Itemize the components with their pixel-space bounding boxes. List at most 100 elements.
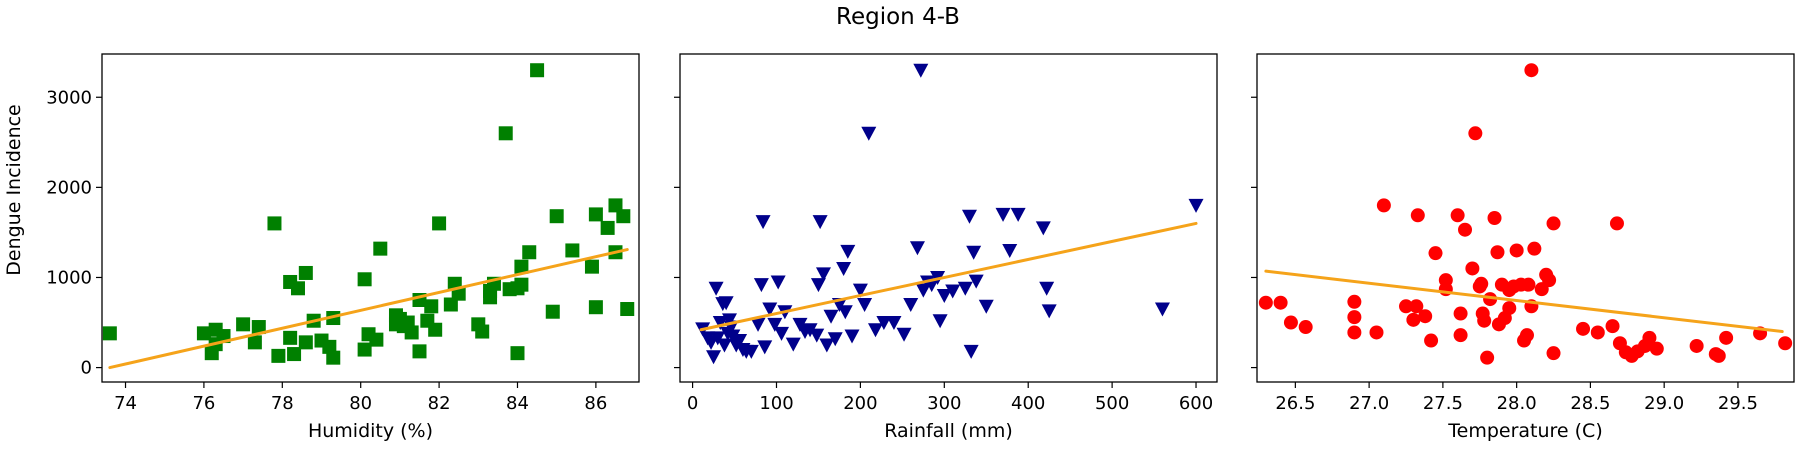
data-point [767,317,783,332]
data-point [1298,320,1313,335]
data-point [827,332,843,347]
data-point [584,259,599,274]
data-point [565,243,580,258]
data-point [1605,319,1620,334]
data-point [718,296,734,311]
data-point [1376,198,1391,213]
data-point [271,348,286,363]
data-point [1689,338,1704,353]
data-point [750,317,766,332]
data-point [755,215,771,230]
panel-1: 74 76 78 80 82 84 86 0 1000 2000 3000 Humidity (%) [46,53,640,442]
x-axis-label: Rainfall (mm) [884,420,1013,442]
data-point [1369,325,1384,340]
data-point [1527,241,1542,256]
y-tick-label: 0 [81,358,92,379]
data-point [1490,245,1505,260]
data-point [102,326,117,341]
data-point [1590,325,1605,340]
data-point [978,299,994,314]
data-point [792,317,808,332]
data-point [443,297,458,312]
points-3 [1258,63,1793,365]
data-point [1409,299,1424,314]
x-tick-label: 86 [584,393,607,414]
data-point [298,335,313,350]
data-point [945,284,961,299]
data-point [251,320,266,335]
data-point [722,313,738,328]
x-tick-label: 400 [1011,393,1045,414]
data-point [1474,276,1489,291]
data-point [968,274,984,289]
data-point [1546,216,1561,231]
data-point [608,198,623,213]
data-point [1450,208,1465,223]
x-tick-label: 28.5 [1570,393,1610,414]
data-point [283,330,298,345]
data-point [530,63,545,78]
data-point [762,302,778,317]
plot-frame [679,53,1218,383]
data-point [774,326,790,341]
data-point [1458,222,1473,237]
data-point [514,277,529,292]
data-point [840,244,856,259]
data-point [424,299,439,314]
data-point [510,346,525,361]
data-point [1039,281,1055,296]
data-point [1273,295,1288,310]
data-point [909,241,925,256]
data-point [1428,246,1443,261]
data-point [886,316,902,331]
data-point [1649,341,1664,356]
x-tick-label: 78 [271,393,294,414]
data-point [600,220,615,235]
x-tick-label: 100 [759,393,793,414]
data-point [743,344,759,359]
data-point [247,335,262,350]
data-point [267,216,282,231]
x-tick-label: 27.5 [1423,393,1463,414]
data-point [1509,243,1524,258]
data-point [913,63,929,78]
data-point [1406,312,1421,327]
data-point [1477,313,1492,328]
data-point [1519,328,1534,343]
data-point [708,281,724,296]
data-point [896,327,912,342]
data-point [1546,346,1561,361]
data-point [868,323,884,338]
x-axis-label: Humidity (%) [308,420,433,442]
data-point [1188,198,1204,213]
data-point [812,215,828,230]
data-point [995,207,1011,222]
data-point [404,325,419,340]
x-tick-label: 27.0 [1349,393,1389,414]
data-point [326,350,341,365]
data-point [428,322,443,337]
data-point [716,338,732,353]
data-point [837,305,853,320]
data-point [1002,243,1018,258]
data-point [1719,330,1734,345]
data-point [712,316,728,331]
data-point [725,329,741,344]
data-point [1465,261,1480,276]
data-point [236,317,251,332]
data-point [963,344,979,359]
x-axis-label: Temperature (C) [1447,420,1603,442]
data-point [932,314,948,329]
data-point [1524,63,1539,78]
data-point [373,241,388,256]
data-point [1468,126,1483,141]
data-point [1035,221,1051,236]
data-point [588,300,603,315]
x-tick-label: 300 [927,393,961,414]
data-point [432,216,447,231]
data-point [1347,325,1362,340]
x-tick-label: 82 [428,393,451,414]
x-tick-label: 29.5 [1718,393,1758,414]
data-point [514,259,529,274]
x-tick-label: 84 [506,393,529,414]
